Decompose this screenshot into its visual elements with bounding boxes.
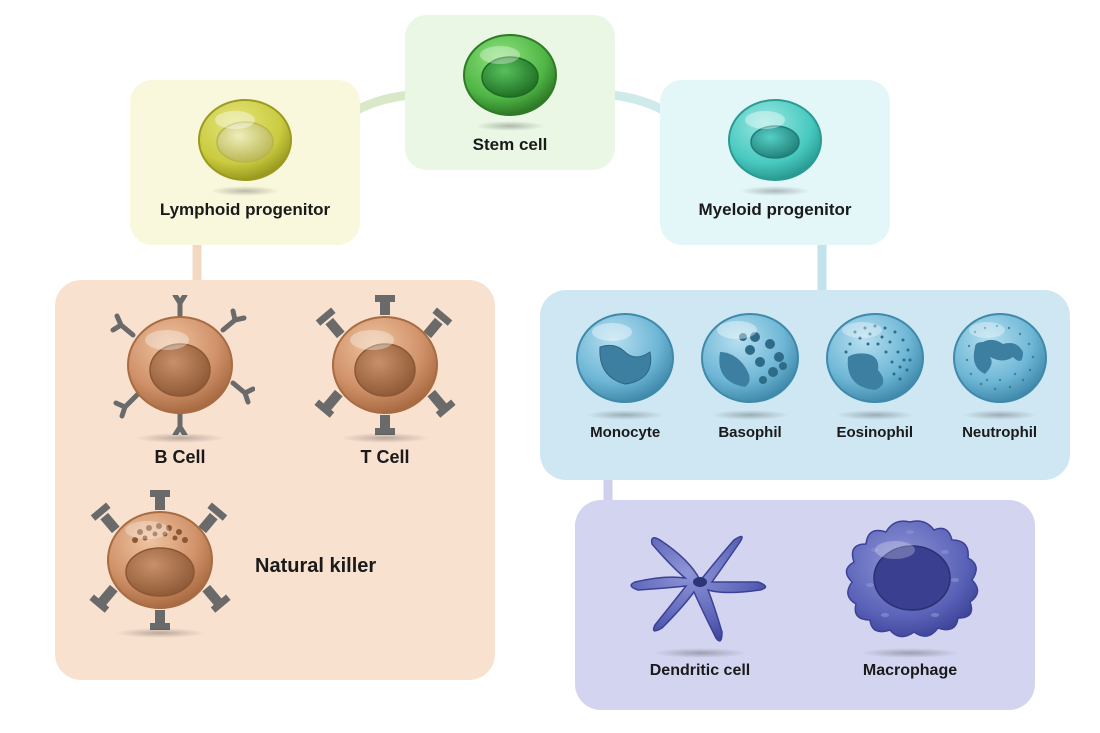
nk-cell-icon bbox=[85, 490, 235, 630]
cell-macrophage: Macrophage bbox=[830, 510, 990, 680]
eosinophil-label: Eosinophil bbox=[836, 424, 913, 441]
myeloid-progenitor-icon bbox=[725, 92, 825, 188]
cell-monocyte: Monocyte bbox=[570, 302, 680, 441]
macrophage-icon bbox=[830, 510, 990, 650]
lymphoid-progenitor-icon bbox=[195, 92, 295, 188]
node-myeloid-progenitor: Myeloid progenitor bbox=[660, 80, 890, 245]
group-myeloid: Monocyte Basophil bbox=[540, 290, 1070, 480]
basophil-label: Basophil bbox=[718, 424, 781, 441]
b-cell-label: B Cell bbox=[154, 447, 205, 468]
cell-b-cell: B Cell bbox=[90, 295, 270, 468]
node-lymphoid-progenitor: Lymphoid progenitor bbox=[130, 80, 360, 245]
cell-eosinophil: Eosinophil bbox=[820, 302, 930, 441]
dendritic-label: Dendritic cell bbox=[650, 662, 750, 680]
cell-dendritic: Dendritic cell bbox=[620, 510, 780, 680]
myeloid-progenitor-label: Myeloid progenitor bbox=[699, 200, 852, 220]
t-cell-label: T Cell bbox=[360, 447, 409, 468]
cell-basophil: Basophil bbox=[695, 302, 805, 441]
monocyte-icon bbox=[570, 302, 680, 412]
group-monocyte-derived: Dendritic cell Macrophage bbox=[575, 500, 1035, 710]
macrophage-label: Macrophage bbox=[863, 662, 957, 680]
basophil-icon bbox=[695, 302, 805, 412]
dendritic-icon bbox=[620, 510, 780, 650]
node-stem-cell: Stem cell bbox=[405, 15, 615, 170]
eosinophil-icon bbox=[820, 302, 930, 412]
stem-cell-icon bbox=[460, 27, 560, 123]
lymphoid-progenitor-label: Lymphoid progenitor bbox=[160, 200, 330, 220]
cell-neutrophil: Neutrophil bbox=[945, 302, 1055, 441]
stem-cell-label: Stem cell bbox=[473, 135, 548, 155]
group-lymphoid: B Cell T Cell bbox=[55, 280, 495, 680]
t-cell-icon bbox=[310, 295, 460, 435]
b-cell-icon bbox=[105, 295, 255, 435]
neutrophil-icon bbox=[945, 302, 1055, 412]
nk-cell-label: Natural killer bbox=[255, 555, 376, 578]
monocyte-label: Monocyte bbox=[590, 424, 660, 441]
cell-t-cell: T Cell bbox=[295, 295, 475, 468]
neutrophil-label: Neutrophil bbox=[962, 424, 1037, 441]
cell-nk: Natural killer bbox=[85, 490, 376, 642]
